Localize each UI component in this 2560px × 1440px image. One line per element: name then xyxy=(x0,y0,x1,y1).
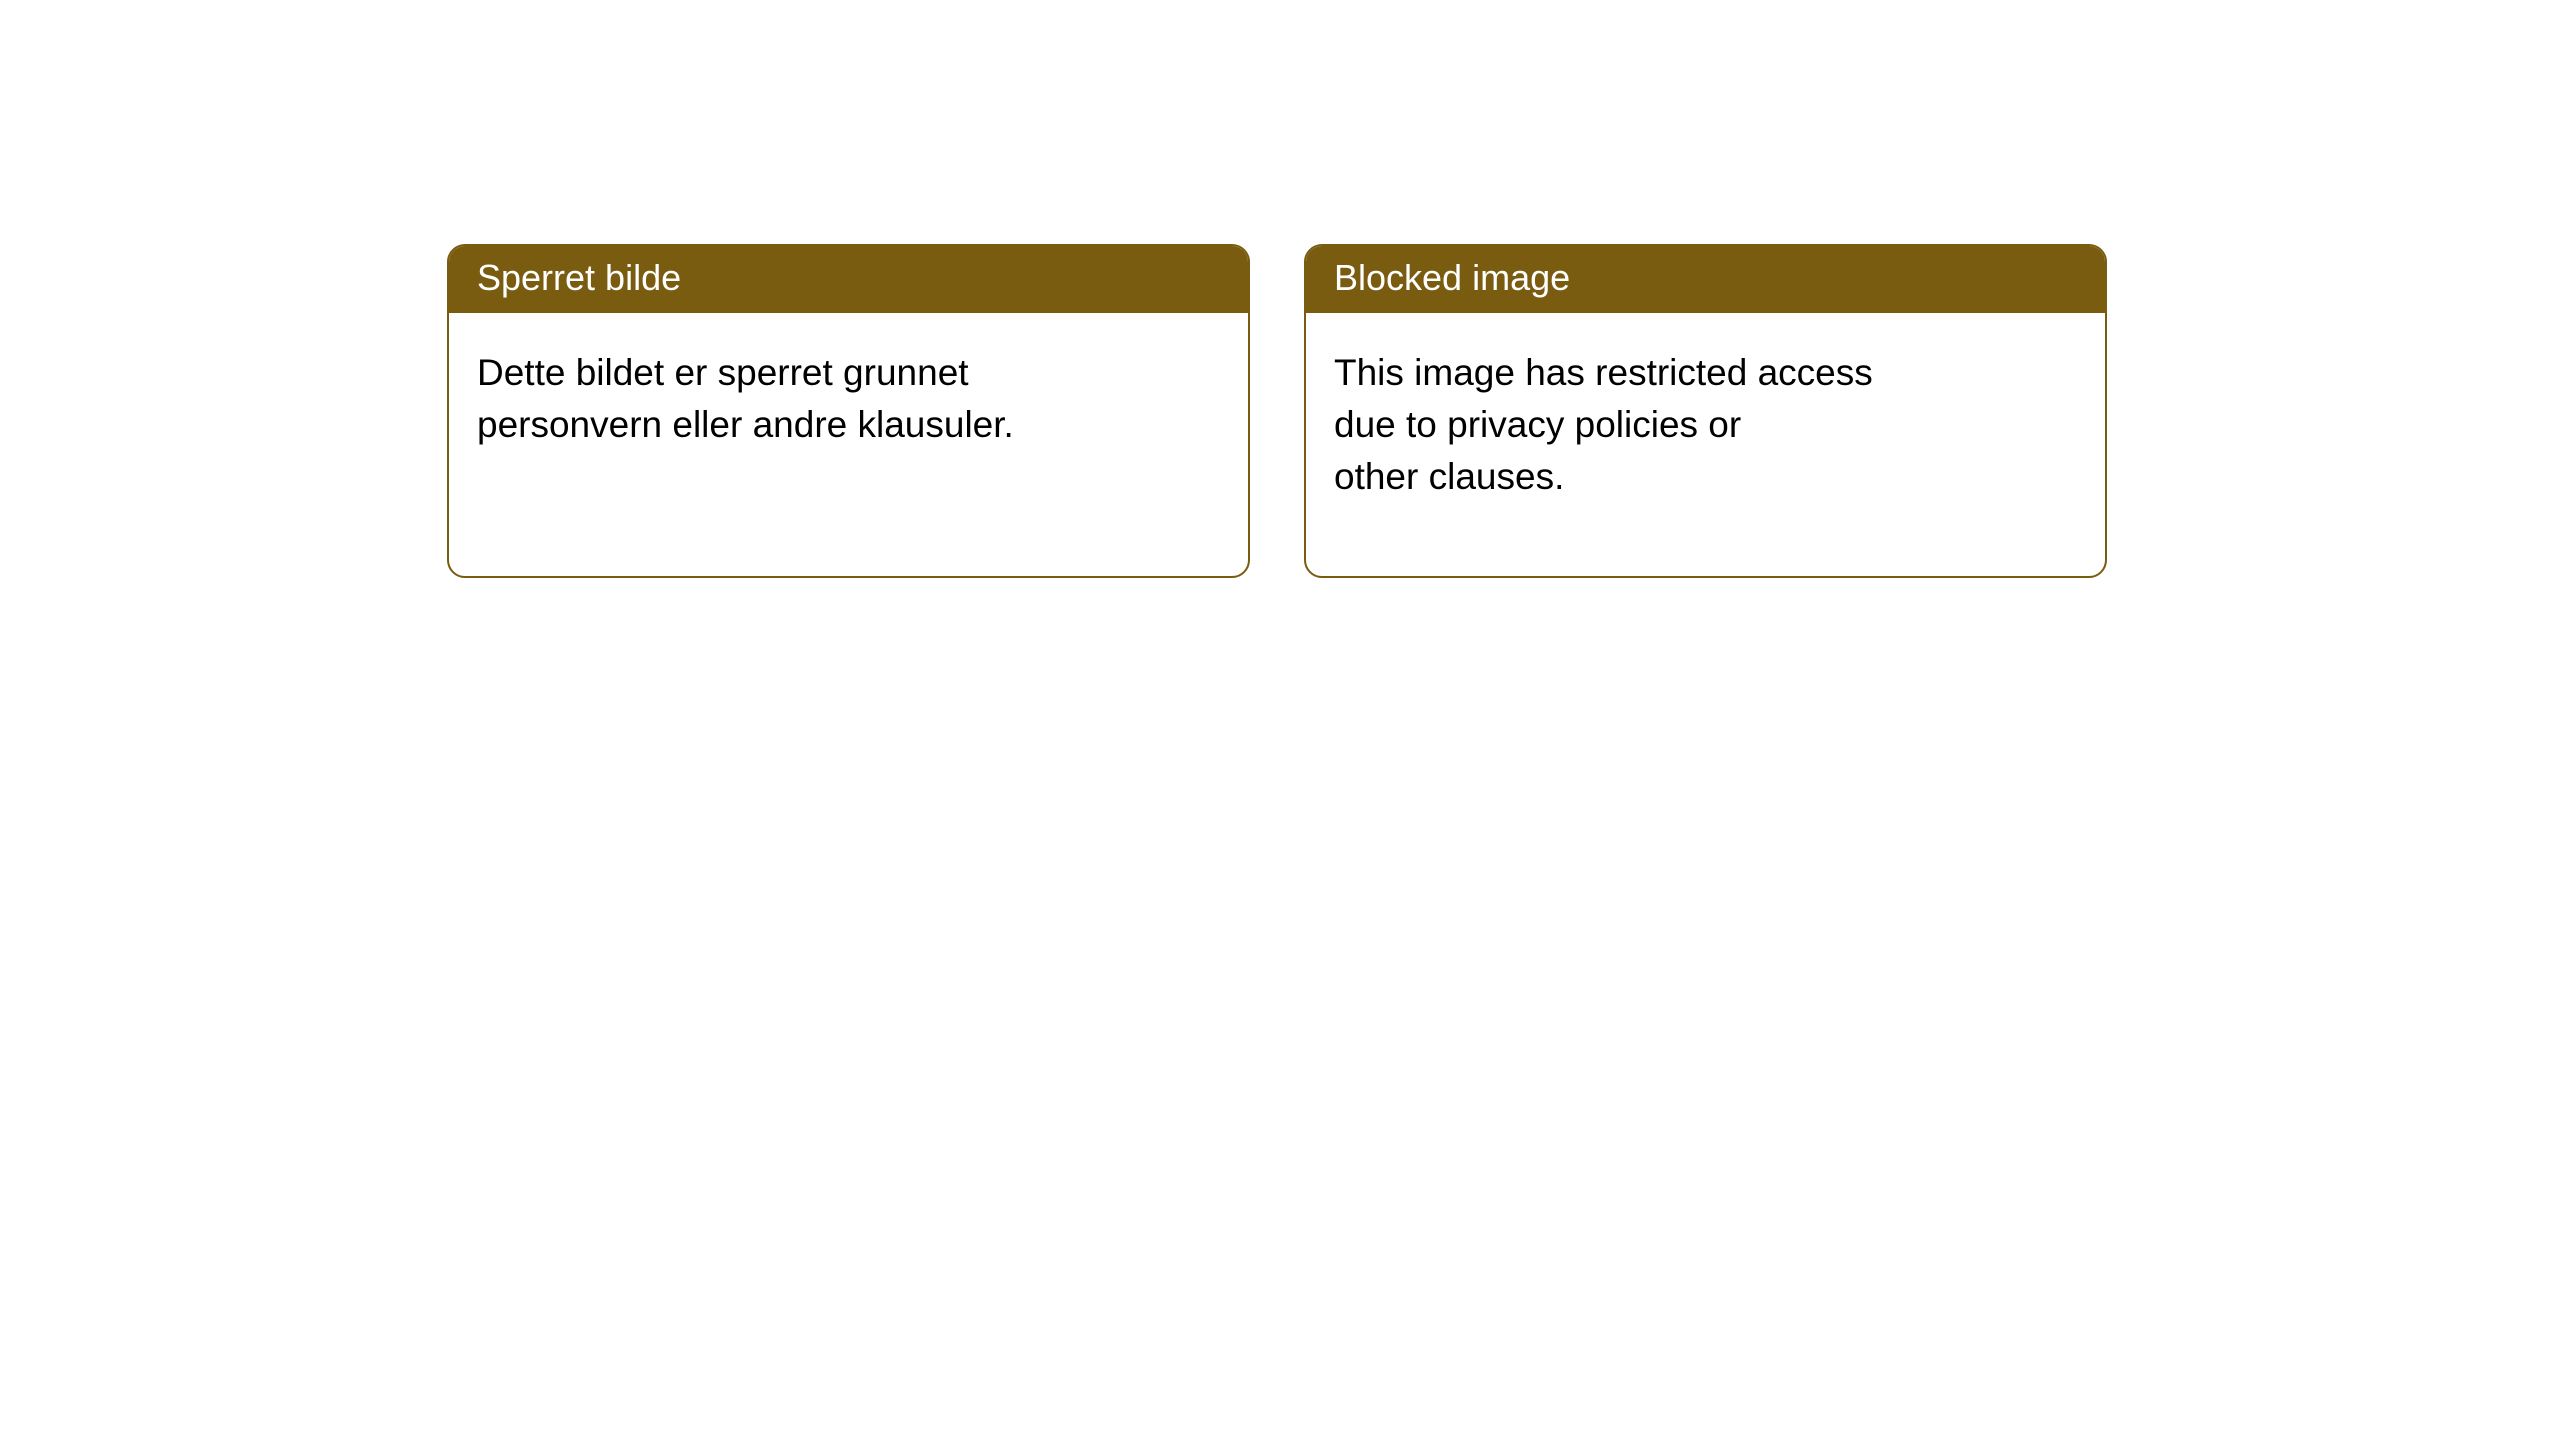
card-title-english: Blocked image xyxy=(1306,246,2105,313)
blocked-image-notice-container: Sperret bilde Dette bildet er sperret gr… xyxy=(447,244,2560,578)
blocked-image-card-norwegian: Sperret bilde Dette bildet er sperret gr… xyxy=(447,244,1250,578)
blocked-image-card-english: Blocked image This image has restricted … xyxy=(1304,244,2107,578)
card-title-norwegian: Sperret bilde xyxy=(449,246,1248,313)
card-body-norwegian: Dette bildet er sperret grunnet personve… xyxy=(449,313,1248,479)
card-body-english: This image has restricted access due to … xyxy=(1306,313,2105,530)
